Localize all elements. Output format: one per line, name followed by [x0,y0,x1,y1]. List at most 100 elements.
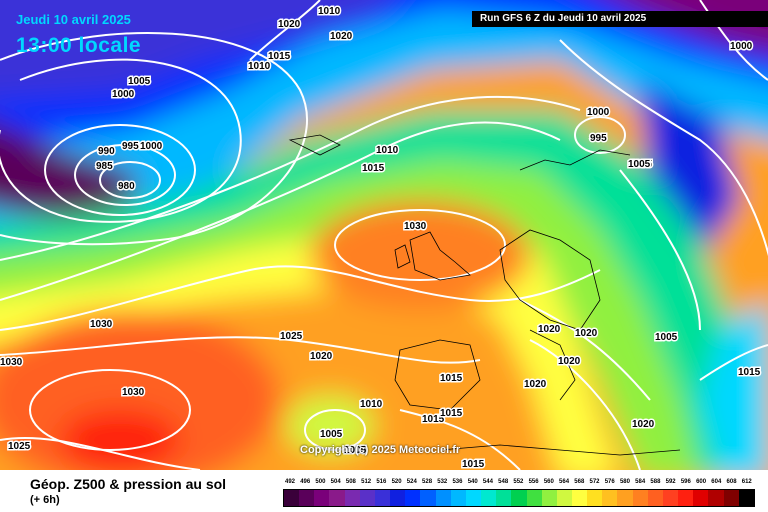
scale-value-label: 588 [650,479,661,485]
isobar-value-label: 1000 [730,41,753,52]
scale-value-label: 576 [604,479,615,485]
scale-value-label: 540 [467,479,478,485]
forecast-date: Jeudi 10 avril 2025 [16,12,131,27]
scale-swatch [723,490,739,506]
scale-swatch [450,490,466,506]
scale-swatch [571,490,588,506]
isobar-value-label: 1000 [587,107,610,118]
scale-value-label: 548 [498,479,509,485]
scale-swatch [420,490,436,506]
parameter-title: Géop. Z500 & pression au sol [30,476,227,492]
scale-value-label: 564 [559,479,570,485]
isobar-value-label: 1015 [422,414,445,425]
scale-swatch [556,490,572,506]
scale-value-label: 512 [361,479,372,485]
isobar-value-label: 980 [118,181,135,192]
scale-value-label: 500 [315,479,326,485]
scale-value-label: 596 [680,479,691,485]
scale-swatch [481,490,497,506]
isobar-value-label: 1025 [280,331,303,342]
isobar [74,144,176,206]
isobar-value-label: 1030 [0,357,23,368]
isobar-value-label: 1030 [122,387,145,398]
scale-swatch [541,490,557,506]
isobar [249,0,321,61]
isobar [0,95,581,261]
scale-value-label: 608 [726,479,737,485]
color-scale-bar [283,489,755,507]
scale-value-label: 508 [345,479,356,485]
isobar [304,409,366,451]
isobar [44,124,196,216]
weather-map: 1020 1010 1020 1015 1010 1005 1000 995 990 985 980… [0,0,768,470]
isobar-value-label: 1005 [344,445,367,456]
isobar [0,265,601,331]
isobar [99,161,161,199]
scale-value-label: 560 [543,479,554,485]
scale-value-label: 520 [391,479,402,485]
scale-swatch [511,490,527,506]
isobar [0,58,242,223]
geopotential-field [0,0,768,470]
isobar-value-label: 1015 [738,367,761,378]
isobar-value-label: 1015 [362,163,385,174]
scale-value-label: 516 [376,479,387,485]
scale-value-label: 532 [437,479,448,485]
isobar [699,0,768,81]
isobar-value-label: 1025 [8,441,31,452]
map-canvas: 1020101010201015101010051000995990985980… [0,0,768,470]
scale-value-label: 604 [711,479,722,485]
isobar-value-label: 1030 [90,319,113,330]
isobar-value-label: 1020 [558,356,581,367]
scale-value-label: 556 [528,479,539,485]
scale-swatch [602,490,618,506]
scale-swatch [496,490,512,506]
scale-swatch [708,490,724,506]
scale-swatch [405,490,421,506]
scale-value-label: 492 [284,479,295,485]
scale-value-label: 572 [589,479,600,485]
scale-swatch [647,490,663,506]
scale-value-label: 600 [696,479,707,485]
scale-swatch [465,490,482,506]
isobar [399,409,521,470]
isobar-value-label: 1010 [376,145,399,156]
isobar-value-label: 1005 [630,159,653,170]
isobar-value-label: 995 [122,141,139,152]
isobar-value-label: 1010 [318,6,341,17]
scale-value-label: 612 [741,479,752,485]
isobar-value-label: 1020 [524,379,547,390]
scale-value-label: 580 [619,479,630,485]
scale-value-label: 552 [513,479,524,485]
scale-value-label: 528 [422,479,433,485]
forecast-offset: (+ 6h) [30,494,60,506]
isobar-value-label: 1030 [404,221,427,232]
isobar-value-label: 1015 [440,408,463,419]
isobar [334,209,506,281]
isobar [519,299,651,401]
scale-swatch [374,490,391,506]
isobar [0,121,561,301]
isobar [0,336,481,364]
scale-swatch [662,490,679,506]
coastlines [288,134,681,456]
scale-swatch [344,490,360,506]
isobar [0,436,201,470]
isobar [619,169,701,331]
scale-swatch [693,490,709,506]
isobar-value-label: 1005 [320,429,343,440]
isobar-value-label: 1020 [330,31,353,42]
scale-swatch [314,490,330,506]
isobar-value-label: 985 [96,161,113,172]
isobar-value-label: 1020 [278,19,301,30]
scale-swatch [632,490,648,506]
model-run-label: Run GFS 6 Z du Jeudi 10 avril 2025 [472,11,768,27]
isobar-value-label: 1015 [440,373,463,384]
scale-swatch [587,490,603,506]
scale-value-label: 584 [635,479,646,485]
scale-swatch [526,490,542,506]
scale-value-label: 524 [406,479,417,485]
isobar [529,339,641,470]
isobar-value-label: 1005 [655,332,678,343]
color-scale-labels: 492 496 500 504 508 512 516 520 524 528 532 536 540 5… [283,479,755,489]
